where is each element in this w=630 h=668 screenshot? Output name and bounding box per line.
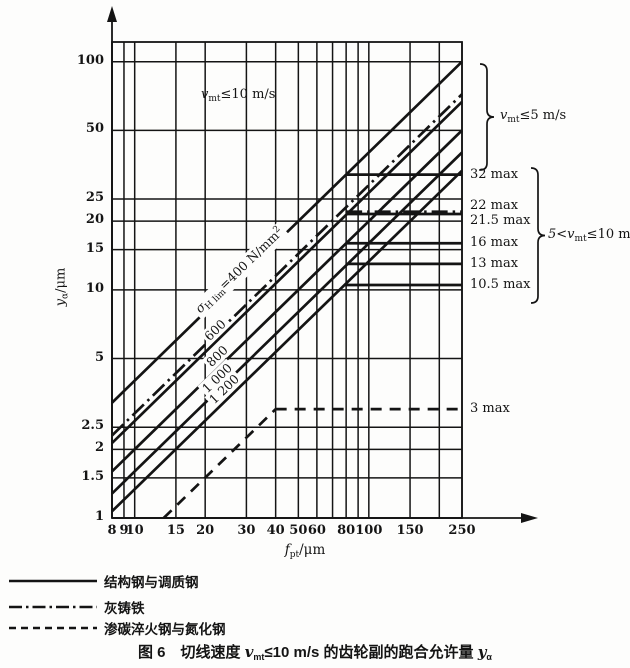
legend-label: 渗碳淬火钢与氮化钢 <box>104 622 226 637</box>
brace-vmt-le-5 <box>479 63 495 171</box>
legend-line-dashed-icon <box>9 626 97 630</box>
x-axis-arrowhead <box>521 513 538 523</box>
legend-line-dashdot-icon <box>9 605 97 609</box>
legend-line-solid-icon <box>9 579 97 583</box>
y-axis-arrowhead <box>107 6 117 22</box>
series-line-sigma-Hlim-1000 <box>111 151 463 495</box>
series-line-grey-cast-iron <box>111 93 463 437</box>
legend-label: 结构钢与调质钢 <box>104 575 199 590</box>
legend-label: 灰铸铁 <box>104 601 145 616</box>
series-line-case-hardened-nitrided <box>162 408 277 519</box>
series-line-sigma-Hlim-1200 <box>111 169 463 513</box>
figure-caption: 图 6 切线速度 vmt≤10 m/s 的齿轮副的跑合允许量 yα <box>138 643 492 662</box>
brace-vmt-5-to-10 <box>530 167 546 304</box>
